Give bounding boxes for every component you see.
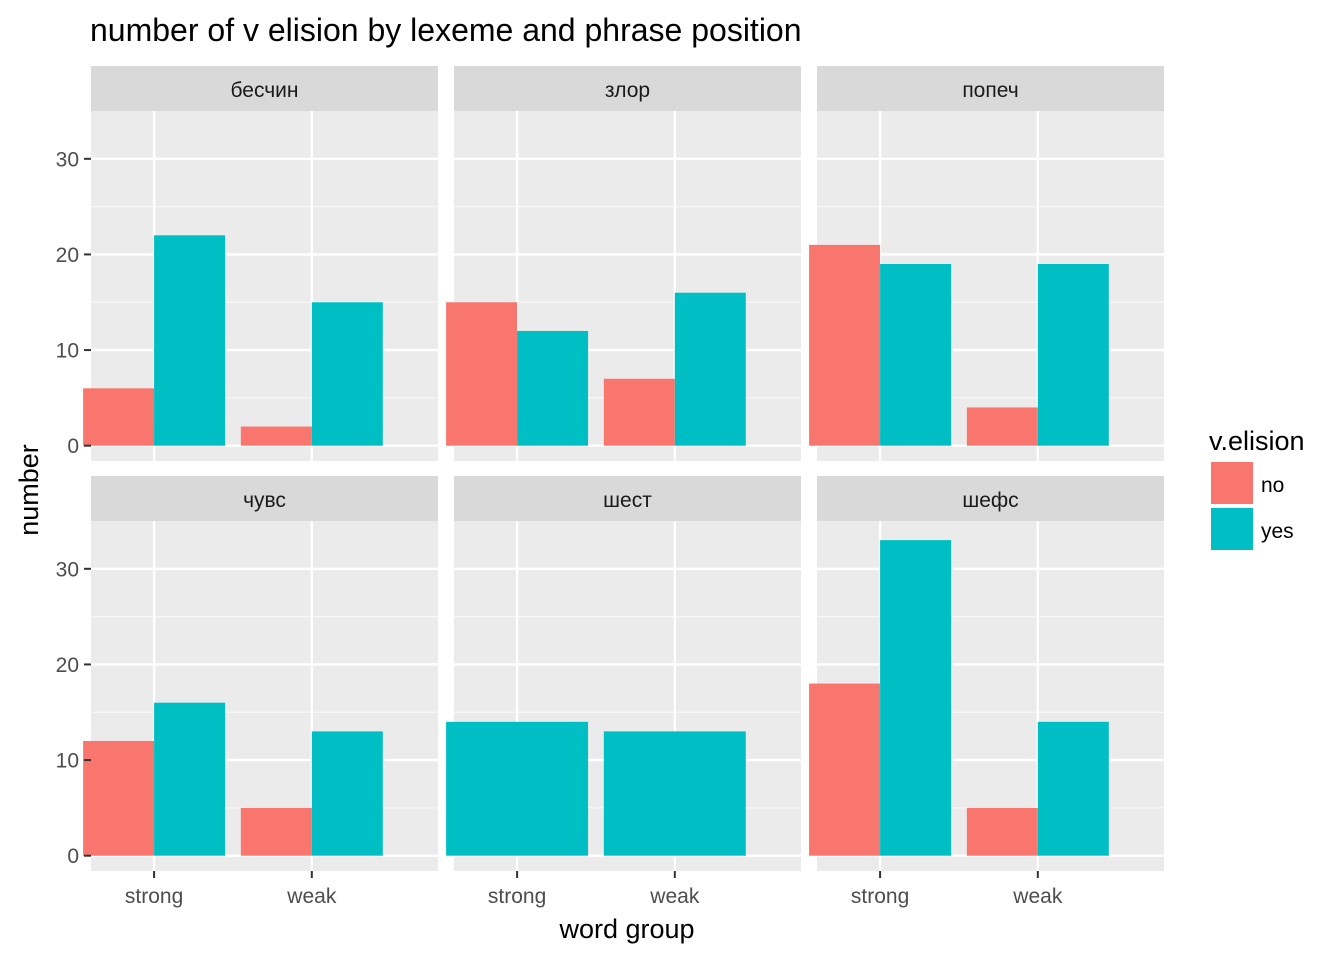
bar-no-strong	[446, 302, 518, 446]
bar-no-strong	[83, 388, 155, 446]
facet-strip	[817, 476, 1164, 521]
facet-strip-label: шест	[603, 489, 652, 512]
legend-label-no: no	[1261, 474, 1284, 497]
legend-swatch-yes	[1211, 508, 1253, 550]
bar-yes-strong	[154, 235, 226, 446]
bar-yes-strong	[154, 702, 226, 856]
facet-strip-label: попеч	[962, 79, 1018, 102]
bar-no-strong	[809, 683, 881, 856]
y-tick-label: 10	[56, 750, 79, 773]
facet-strip-label: злор	[605, 79, 650, 102]
bar-yes-weak	[1037, 264, 1109, 446]
y-tick-label: 0	[67, 435, 79, 458]
bar-yes-weak	[1037, 721, 1109, 856]
bar-no-strong	[809, 244, 881, 446]
bar-no-weak	[966, 807, 1038, 856]
y-tick-label: 20	[56, 654, 79, 677]
bar-yes-strong	[446, 721, 589, 856]
y-axis-title: number	[14, 444, 44, 536]
legend-label-yes: yes	[1261, 520, 1294, 543]
x-tick-label: weak	[286, 885, 337, 908]
bar-no-weak	[966, 407, 1038, 446]
legend-swatch-no	[1211, 462, 1253, 504]
y-tick-label: 30	[56, 558, 79, 581]
facet-strip-label: шефс	[962, 489, 1018, 512]
x-tick-label: weak	[1012, 885, 1063, 908]
bar-no-weak	[240, 807, 312, 856]
bar-yes-weak	[311, 731, 383, 856]
legend: v.elision no yes	[1209, 426, 1305, 550]
facet-strip	[817, 66, 1164, 111]
bar-no-weak	[240, 426, 312, 446]
facet-strip-label: бесчин	[230, 79, 298, 102]
legend-title: v.elision	[1209, 426, 1305, 456]
bar-yes-weak	[603, 731, 746, 856]
bar-yes-strong	[880, 264, 952, 446]
bar-no-weak	[603, 378, 675, 446]
x-tick-label: strong	[125, 885, 183, 908]
bar-yes-strong	[880, 540, 952, 856]
x-tick-label: weak	[649, 885, 700, 908]
facet-strip-label: чувс	[243, 489, 286, 512]
y-tick-label: 20	[56, 244, 79, 267]
y-tick-label: 0	[67, 845, 79, 868]
bar-yes-weak	[674, 292, 746, 446]
facet-strip	[454, 476, 801, 521]
facet-strip	[91, 66, 438, 111]
x-axis-title: word group	[558, 914, 694, 944]
bar-yes-weak	[311, 302, 383, 446]
y-tick-label: 10	[56, 340, 79, 363]
chart-title: number of v elision by lexeme and phrase…	[90, 12, 802, 48]
y-tick-label: 30	[56, 148, 79, 171]
x-tick-label: strong	[851, 885, 909, 908]
facet-strip	[454, 66, 801, 111]
facet-panels: бесчин 0 10 20 30 злор попеч чувс 0 10 20 30 strong w…	[56, 66, 1164, 908]
bar-no-strong	[83, 740, 155, 856]
bar-yes-strong	[517, 330, 589, 446]
x-tick-label: strong	[488, 885, 546, 908]
facet-strip	[91, 476, 438, 521]
